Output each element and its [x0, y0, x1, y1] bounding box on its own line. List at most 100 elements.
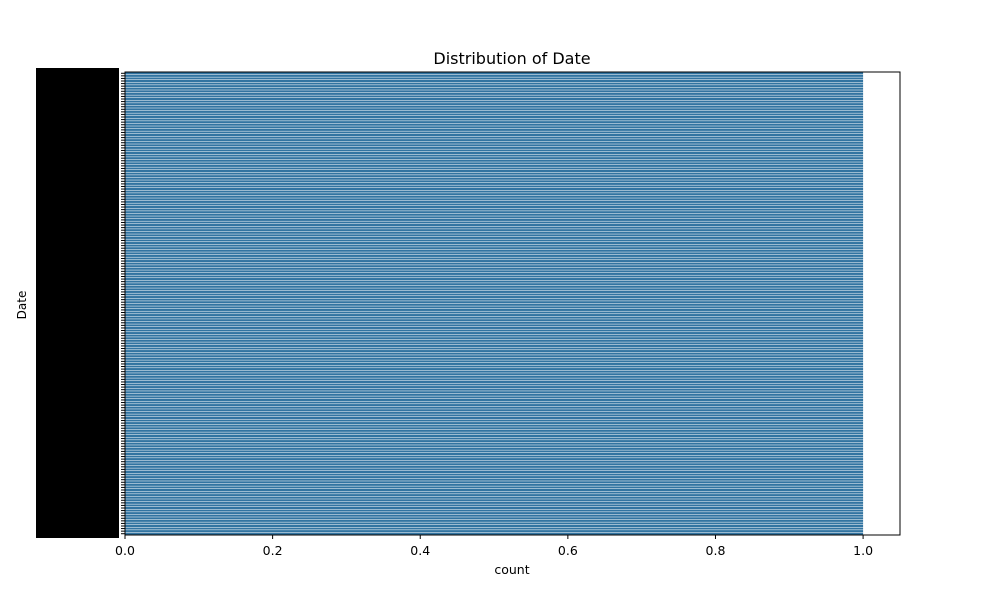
- bar: [125, 373, 864, 376]
- bar: [125, 506, 864, 510]
- bar: [125, 355, 864, 358]
- bar: [125, 157, 864, 160]
- bars-layer: [125, 72, 864, 535]
- bar: [125, 270, 864, 273]
- bar: [125, 347, 864, 350]
- y-tick-labels-overlap: [36, 68, 119, 538]
- bar: [125, 133, 864, 137]
- bar: [125, 144, 864, 147]
- bar: [125, 231, 864, 234]
- bar: [125, 208, 864, 211]
- bar: [125, 527, 864, 530]
- bar: [125, 422, 864, 425]
- bar: [125, 342, 864, 345]
- bar: [125, 275, 864, 278]
- bar: [125, 314, 864, 317]
- bar: [125, 280, 864, 283]
- bar: [125, 388, 864, 391]
- bar: [125, 411, 864, 414]
- bar: [125, 236, 864, 239]
- bar: [125, 167, 864, 170]
- bar: [125, 329, 864, 332]
- bar: [125, 360, 864, 363]
- bar: [125, 532, 864, 535]
- bar: [125, 234, 864, 237]
- bar: [125, 177, 864, 180]
- bar: [125, 224, 864, 227]
- bar: [125, 252, 864, 255]
- bar: [125, 82, 864, 85]
- x-axis-label: count: [494, 562, 529, 577]
- bar: [125, 226, 864, 229]
- bar: [125, 301, 864, 304]
- bar: [125, 278, 864, 281]
- bar: [125, 154, 864, 157]
- bar: [125, 113, 864, 116]
- bar: [125, 494, 864, 497]
- bar: [125, 180, 864, 183]
- x-tick-label: 0.8: [706, 543, 726, 558]
- bar: [125, 437, 864, 440]
- bar: [125, 409, 864, 412]
- bar: [125, 188, 864, 191]
- bar: [125, 391, 864, 394]
- bar: [125, 447, 864, 450]
- bar: [125, 118, 864, 121]
- x-tick-label: 0.0: [115, 543, 135, 558]
- bar: [125, 501, 864, 504]
- bar: [125, 296, 864, 299]
- bar: [125, 90, 864, 93]
- bar: [125, 195, 864, 198]
- bar: [125, 378, 864, 381]
- bar: [125, 303, 864, 306]
- x-tick-label: 0.4: [410, 543, 430, 558]
- bar: [125, 308, 864, 311]
- x-tick-layer: 0.0 0.2 0.4 0.6 0.8 1.0: [115, 535, 873, 558]
- bar: [125, 103, 864, 106]
- bar: [125, 357, 864, 360]
- bar: [125, 311, 864, 314]
- bar: [125, 488, 864, 492]
- bar: [125, 478, 864, 481]
- bar: [125, 182, 864, 185]
- bar: [125, 460, 864, 463]
- bar: [125, 334, 864, 337]
- bar: [125, 386, 864, 389]
- plot-frame: [124, 71, 901, 536]
- bar: [125, 100, 864, 103]
- bar: [125, 365, 864, 368]
- bar: [125, 126, 864, 129]
- bar: [125, 221, 864, 224]
- bar: [125, 164, 864, 167]
- bar: [125, 445, 864, 448]
- bar: [125, 398, 864, 401]
- bar: [125, 319, 864, 322]
- bar: [125, 203, 864, 206]
- bar: [125, 504, 864, 507]
- bar: [125, 368, 864, 371]
- bar: [125, 414, 864, 417]
- bar: [125, 288, 864, 291]
- bar: [125, 95, 864, 98]
- bar: [125, 429, 864, 432]
- bar: [125, 87, 864, 90]
- bar: [125, 110, 864, 113]
- bar: [125, 290, 864, 293]
- bar: [125, 146, 864, 149]
- bar: [125, 198, 864, 201]
- bar: [125, 244, 864, 247]
- bar: [125, 239, 864, 242]
- bar: [125, 293, 864, 296]
- bar: [125, 332, 864, 335]
- bar: [125, 190, 864, 193]
- bar: [125, 432, 864, 435]
- bar: [125, 427, 864, 430]
- bar: [125, 151, 864, 155]
- bar: [125, 193, 864, 196]
- bar: [125, 72, 864, 75]
- bar: [125, 519, 864, 522]
- bar: [125, 136, 864, 139]
- bar: [125, 473, 864, 476]
- bar: [125, 206, 864, 209]
- bar: [125, 468, 864, 471]
